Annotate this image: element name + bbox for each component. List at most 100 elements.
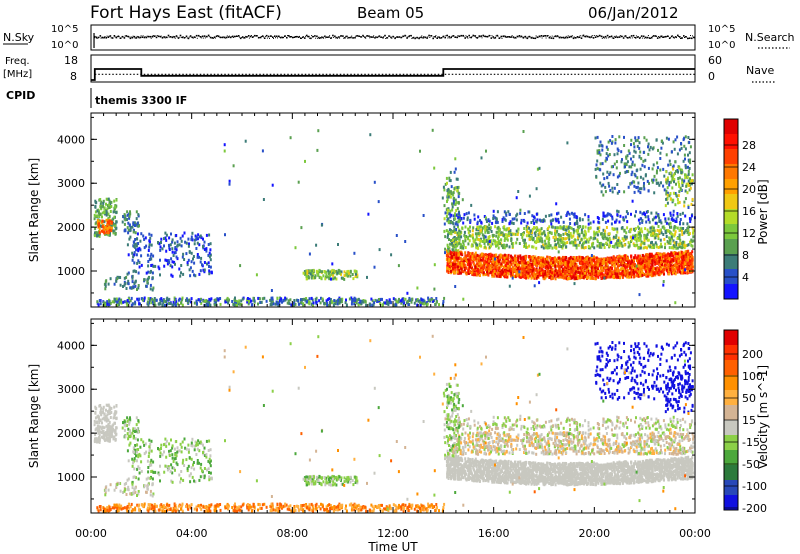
power-cell	[108, 203, 110, 207]
power-cell	[339, 300, 341, 303]
power-cell	[596, 244, 599, 248]
power-cell	[468, 267, 470, 271]
power-cell	[625, 258, 628, 262]
power-cell	[261, 297, 264, 301]
power-cell	[109, 228, 112, 232]
nsearch-point	[309, 37, 311, 39]
power-cell	[645, 262, 648, 266]
power-cell	[659, 256, 661, 260]
nsearch-point	[315, 37, 317, 39]
power-cell	[270, 303, 273, 307]
power-cell	[498, 260, 501, 264]
power-cell	[278, 299, 281, 303]
nsky-point	[406, 37, 408, 39]
power-cell	[241, 297, 244, 301]
power-cell	[98, 231, 101, 235]
power-cell	[95, 231, 98, 235]
nsearch-tick-low: 10^0	[708, 40, 735, 51]
power-cell	[137, 271, 140, 275]
power-cell	[647, 244, 650, 248]
nsearch-point	[527, 36, 529, 38]
power-cell	[106, 204, 109, 208]
power-cell	[621, 269, 624, 273]
power-cell	[668, 254, 671, 258]
power-cell	[540, 259, 543, 262]
nsearch-point	[419, 36, 421, 38]
power-cell	[626, 226, 629, 230]
power-cell	[453, 236, 456, 239]
power-cell	[583, 273, 586, 277]
power-cell	[562, 232, 565, 236]
power-cell	[161, 247, 164, 251]
nsky-point	[681, 37, 683, 39]
nsky-tick-low: 10^0	[51, 40, 78, 51]
power-cell	[328, 297, 331, 301]
power-cell	[127, 221, 130, 225]
power-cell	[644, 256, 647, 260]
nsearch-point	[170, 36, 172, 38]
nsky-point	[410, 34, 412, 37]
power-cell	[561, 269, 564, 273]
power-cell	[127, 279, 130, 283]
power-cell	[534, 240, 536, 244]
nsky-point	[414, 37, 416, 40]
nsky-point	[642, 35, 645, 38]
power-cell	[576, 259, 579, 263]
power-cell	[124, 282, 127, 286]
nsky-point	[300, 37, 302, 39]
power-cell	[527, 266, 529, 270]
power-cell	[675, 257, 678, 261]
power-cell	[471, 233, 474, 237]
power-cell	[473, 264, 476, 268]
power-cell	[188, 268, 191, 272]
power-cell	[606, 262, 609, 266]
nsearch-point	[355, 35, 357, 37]
power-cell	[533, 276, 536, 280]
nsearch-point	[577, 37, 579, 39]
nsky-point	[554, 35, 557, 37]
power-cell	[562, 237, 565, 241]
nsky-point	[185, 35, 188, 38]
power-cell	[462, 270, 465, 274]
nsearch-point	[94, 35, 96, 37]
nsearch-point	[557, 36, 559, 38]
nsky-point	[644, 36, 647, 39]
nsky-point	[396, 36, 398, 38]
power-cell	[134, 302, 137, 306]
power-cell	[612, 270, 615, 274]
power-cell	[159, 300, 162, 304]
power-cell	[683, 270, 685, 274]
nsky-point	[181, 36, 184, 39]
power-cell	[118, 275, 121, 279]
nsearch-point	[222, 36, 224, 38]
power-cell	[601, 272, 604, 276]
power-cell	[500, 272, 503, 276]
nsky-point	[664, 35, 667, 38]
power-cell	[474, 266, 477, 270]
power-cell	[134, 238, 137, 241]
power-cell	[493, 270, 496, 273]
power-cell	[402, 303, 405, 307]
power-cell	[499, 253, 502, 257]
nsky-point	[588, 36, 591, 38]
power-cell	[625, 265, 628, 269]
power-cell	[638, 259, 641, 263]
power-cell	[530, 276, 533, 280]
power-cell	[317, 273, 320, 277]
nsky-point	[187, 37, 190, 40]
power-cell	[558, 264, 561, 268]
power-cell	[189, 300, 192, 304]
power-cell	[173, 241, 176, 245]
power-cell	[669, 253, 672, 256]
power-cell	[535, 276, 538, 280]
power-cell	[546, 274, 549, 278]
nsky-point	[638, 37, 641, 39]
power-cell	[558, 271, 561, 275]
nsearch-point	[210, 37, 212, 39]
power-cell	[487, 258, 490, 261]
power-cell	[604, 262, 607, 266]
power-cell	[137, 286, 140, 290]
power-cell	[326, 275, 329, 279]
power-cell	[597, 265, 600, 269]
power-cell	[157, 241, 159, 244]
